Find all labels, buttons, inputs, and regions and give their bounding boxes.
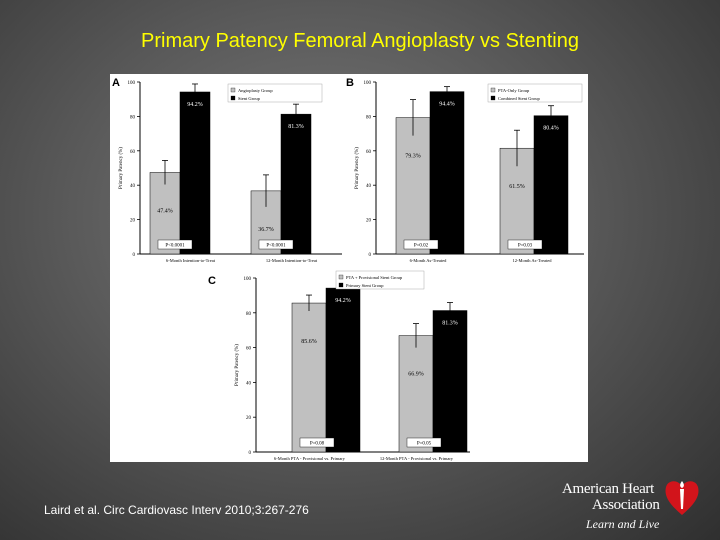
y-tick-label: 80 <box>130 115 136 120</box>
p-value-label: P<0.0001 <box>266 244 286 249</box>
legend-swatch <box>230 95 236 101</box>
y-axis-label: Primary Patency (%) <box>119 147 124 189</box>
y-tick-label: 20 <box>246 416 252 421</box>
p-value-box <box>406 437 442 448</box>
y-tick-label: 0 <box>369 253 372 258</box>
y-tick-label: 60 <box>366 150 372 155</box>
logo-line1: American Heart <box>562 481 654 497</box>
legend-box <box>487 83 583 103</box>
bar-B-0-1 <box>429 91 465 255</box>
x-tick-label: 12-Month PTA - Provisional vs. Primary <box>380 456 454 461</box>
chart-figure: A 0 20 40 60 80 100 Primary Patency (%) 47.4% 94.… <box>112 77 584 461</box>
bar-A-1-1 <box>280 113 312 255</box>
legend-label: Angioplasty Group <box>238 88 273 93</box>
panel-label-B: B <box>346 77 354 89</box>
logo-line2: Association <box>592 497 660 513</box>
logo-tagline: Learn and Live <box>586 517 660 531</box>
legend-swatch <box>338 274 344 280</box>
p-value-label: P<0.0001 <box>165 244 185 249</box>
data-label: 80.4% <box>543 126 559 132</box>
legend-label: Combined Stent Group <box>498 96 540 101</box>
y-tick-label: 60 <box>130 150 136 155</box>
data-label: 94.2% <box>187 102 203 108</box>
legend-label: Stent Group <box>238 96 261 101</box>
y-tick-label: 100 <box>244 277 252 282</box>
y-tick-label: 100 <box>364 81 372 86</box>
bar-A-0-1 <box>179 91 211 255</box>
p-value-box <box>258 239 294 250</box>
p-value-label: P=0.05 <box>417 442 432 447</box>
legend-box <box>335 270 425 290</box>
y-axis-label: Primary Patency (%) <box>355 147 360 189</box>
y-tick-label: 20 <box>130 219 136 224</box>
y-tick-label: 100 <box>128 81 136 86</box>
data-label: 36.7% <box>258 227 274 233</box>
bar-C-1-1 <box>432 310 468 453</box>
y-tick-label: 0 <box>133 253 136 258</box>
aha-logo: American Heart Association Learn and Liv… <box>556 475 706 535</box>
y-tick-label: 60 <box>246 347 252 352</box>
legend-box <box>227 83 323 103</box>
data-label: 79.3% <box>405 154 421 160</box>
p-value-label: P=0.08 <box>310 442 325 447</box>
y-tick-label: 40 <box>246 381 252 386</box>
bar-C-0-0 <box>291 302 327 453</box>
p-value-label: P=0.03 <box>518 244 533 249</box>
y-axis-label: Primary Patency (%) <box>235 344 240 386</box>
data-label: 47.4% <box>157 208 173 214</box>
data-label: 66.9% <box>408 372 424 378</box>
bar-C-1-0 <box>398 335 434 453</box>
y-tick-label: 0 <box>249 451 252 456</box>
x-tick-label: 6-Month As-Treated <box>410 258 447 263</box>
legend-label: Primary Stent Group <box>346 283 384 288</box>
bar-B-0-0 <box>395 117 431 255</box>
citation: Laird et al. Circ Cardiovasc Interv 2010… <box>44 503 309 517</box>
data-label: 94.2% <box>335 298 351 304</box>
heart-torch-icon <box>665 481 699 515</box>
legend-swatch <box>490 87 496 93</box>
x-tick-label: 12-Month As-Treated <box>513 258 553 263</box>
slide-title: Primary Patency Femoral Angioplasty vs S… <box>141 30 579 52</box>
panel-label-C: C <box>208 275 216 287</box>
legend-swatch <box>230 87 236 93</box>
legend-label: PTA + Provisional Stent Group <box>346 275 403 280</box>
p-value-box <box>299 437 335 448</box>
x-tick-label: 6-Month Intention-to-Treat <box>166 258 216 263</box>
x-tick-label: 6-Month PTA - Provisional vs. Primary <box>274 456 346 461</box>
y-tick-label: 80 <box>366 115 372 120</box>
p-value-label: P=0.02 <box>414 244 429 249</box>
p-value-box <box>507 239 543 250</box>
p-value-box <box>157 239 193 250</box>
panel-label-A: A <box>112 77 120 89</box>
legend-swatch <box>338 282 344 288</box>
data-label: 81.3% <box>442 321 458 327</box>
bar-C-0-1 <box>325 287 361 453</box>
data-label: 94.4% <box>439 102 455 108</box>
data-label: 61.5% <box>509 184 525 190</box>
p-value-box <box>403 239 439 250</box>
y-tick-label: 40 <box>130 184 136 189</box>
figure-panel: A 0 20 40 60 80 100 Primary Patency (%) 47.4% 94.… <box>110 74 588 462</box>
legend-swatch <box>490 95 496 101</box>
data-label: 85.6% <box>301 339 317 345</box>
y-tick-label: 80 <box>246 312 252 317</box>
x-tick-label: 12-Month Intention-to-Treat <box>266 258 318 263</box>
data-label: 81.3% <box>288 124 304 130</box>
y-tick-label: 40 <box>366 184 372 189</box>
bar-B-1-1 <box>533 115 569 255</box>
legend-label: PTA-Only Group <box>498 88 530 93</box>
y-tick-label: 20 <box>366 219 372 224</box>
